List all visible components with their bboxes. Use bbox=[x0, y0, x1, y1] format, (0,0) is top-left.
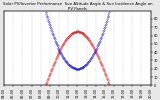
Title: Solar PV/Inverter Performance  Sun Altitude Angle & Sun Incidence Angle on PV Pa: Solar PV/Inverter Performance Sun Altitu… bbox=[3, 2, 152, 11]
